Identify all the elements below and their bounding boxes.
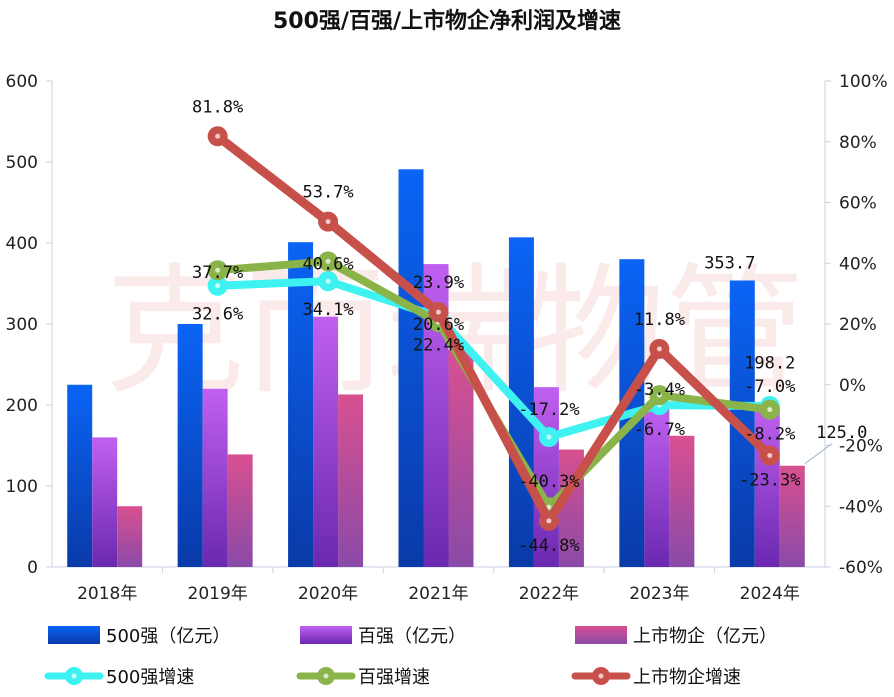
line-point-center-2 bbox=[767, 453, 773, 459]
line-data-label: -23.3% bbox=[739, 471, 800, 491]
y-left-tick-label: 400 bbox=[6, 234, 38, 254]
bar-listed bbox=[117, 506, 143, 567]
line-point-center-2 bbox=[436, 309, 441, 315]
bar-top100 bbox=[533, 387, 559, 567]
legend-swatch-bar bbox=[48, 626, 100, 644]
line-point-center-1 bbox=[215, 267, 221, 273]
x-tick-label: 2021年 bbox=[408, 584, 468, 604]
line-point-center-1 bbox=[656, 392, 662, 398]
bar-top100 bbox=[313, 316, 339, 567]
legend-swatch-marker-center bbox=[598, 673, 604, 679]
x-tick-label: 2024年 bbox=[740, 584, 800, 604]
bar-value-label: 125.0 bbox=[816, 423, 867, 443]
bar-500 bbox=[177, 324, 203, 567]
legend-swatch-bar bbox=[300, 626, 352, 644]
line-point-center-0 bbox=[215, 283, 221, 289]
line-point-center-0 bbox=[546, 434, 552, 440]
line-data-label: 53.7% bbox=[302, 183, 353, 203]
chart-title: 500强/百强/上市物企净利润及增速 bbox=[273, 8, 621, 34]
y-right-tick-label: 100% bbox=[839, 72, 888, 92]
line-data-label: -40.3% bbox=[518, 472, 579, 492]
line-data-label: -6.7% bbox=[634, 420, 685, 440]
line-point-center-1 bbox=[767, 407, 773, 413]
line-data-label: -8.2% bbox=[744, 425, 795, 445]
y-left-tick-label: 100 bbox=[6, 477, 38, 497]
line-data-label: -3.4% bbox=[634, 380, 685, 400]
bar-listed bbox=[669, 435, 695, 567]
legend-label: 百强增速 bbox=[358, 667, 430, 688]
y-right-tick-label: 80% bbox=[839, 133, 877, 153]
line-data-label: -7.0% bbox=[744, 377, 795, 397]
data-labels: 32.6% 34.1% 22.4% -17.2% -6.7% -7.0% 37.7% 40.6… bbox=[192, 97, 867, 556]
line-point-center-2 bbox=[215, 133, 221, 139]
y-right-tick-label: 0% bbox=[839, 376, 866, 396]
bar-500 bbox=[67, 384, 93, 567]
lines bbox=[207, 126, 780, 531]
y-right-tick-label: 20% bbox=[839, 315, 877, 335]
legend-label: 上市物企（亿元） bbox=[633, 626, 777, 647]
line-data-label: 81.8% bbox=[192, 97, 243, 117]
y-left-tick-label: 300 bbox=[6, 315, 38, 335]
x-tick-label: 2023年 bbox=[629, 584, 689, 604]
line-data-label: 22.4% bbox=[413, 336, 464, 356]
bar-listed bbox=[448, 349, 474, 567]
line-point-center-1 bbox=[546, 504, 552, 510]
legend-swatch-marker-center bbox=[323, 673, 329, 679]
bar-top100 bbox=[644, 406, 670, 567]
x-tick-label: 2019年 bbox=[188, 584, 248, 604]
y-left-tick-label: 500 bbox=[6, 153, 38, 173]
line-data-label: 23.9% bbox=[413, 273, 464, 293]
y-left-tick-label: 0 bbox=[27, 558, 38, 578]
bar-value-label: 198.2 bbox=[744, 353, 795, 373]
bar-top100 bbox=[202, 388, 228, 567]
line-point-center-0 bbox=[325, 278, 331, 284]
legend-label: 百强（亿元） bbox=[358, 626, 466, 647]
bar-value-label: 353.7 bbox=[704, 254, 755, 274]
x-tick-label: 2022年 bbox=[519, 584, 579, 604]
y-left-tick-label: 200 bbox=[6, 396, 38, 416]
line-2 bbox=[213, 131, 775, 526]
y-right-tick-label: 40% bbox=[839, 254, 877, 274]
line-0 bbox=[213, 277, 774, 441]
line-data-label: 40.6% bbox=[302, 254, 353, 274]
y-right-tick-label: -60% bbox=[839, 558, 883, 578]
y-left-tick-label: 600 bbox=[6, 72, 38, 92]
line-data-label: 20.6% bbox=[413, 315, 464, 335]
line-data-label: 37.7% bbox=[192, 263, 243, 283]
y-right-tick-label: -40% bbox=[839, 497, 883, 517]
leader-line bbox=[804, 443, 833, 465]
line-point-center-2 bbox=[656, 346, 662, 352]
bar-listed bbox=[338, 394, 364, 567]
legend-label: 500强（亿元） bbox=[106, 626, 230, 647]
y-right-tick-label: 60% bbox=[839, 194, 877, 214]
x-tick-label: 2018年 bbox=[77, 584, 137, 604]
line-data-label: 32.6% bbox=[192, 305, 243, 325]
line-data-label: 34.1% bbox=[302, 300, 353, 320]
x-tick-label: 2020年 bbox=[298, 584, 358, 604]
bar-500 bbox=[398, 169, 424, 568]
legend-label: 500强增速 bbox=[106, 667, 194, 688]
line-data-label: -17.2% bbox=[518, 400, 579, 420]
bar-500 bbox=[288, 242, 314, 567]
legend-swatch-marker-center bbox=[71, 673, 77, 679]
bar-listed bbox=[227, 454, 253, 567]
bar-listed bbox=[779, 465, 805, 567]
y-right-tick-label: -20% bbox=[839, 437, 883, 457]
legend-swatch-bar bbox=[575, 626, 627, 644]
bar-top100 bbox=[754, 406, 780, 567]
line-data-label: 11.8% bbox=[634, 310, 685, 330]
legend: 500强（亿元） 百强（亿元） 上市物企（亿元） 500强增速 百强增速 上市物企增速 bbox=[44, 626, 777, 688]
legend-label: 上市物企增速 bbox=[633, 667, 741, 688]
line-point-center-1 bbox=[325, 258, 331, 264]
line-point-center-2 bbox=[325, 219, 331, 225]
line-point-center-2 bbox=[546, 518, 552, 524]
bar-top100 bbox=[92, 437, 118, 567]
line-data-label: -44.8% bbox=[518, 536, 579, 556]
